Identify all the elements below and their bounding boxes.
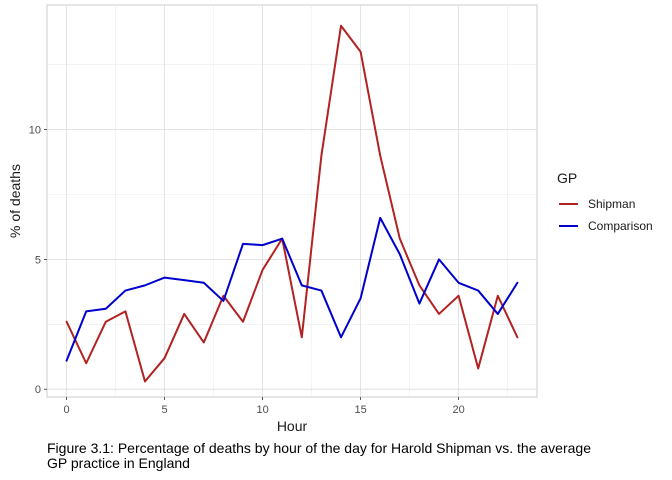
series-line-comparison xyxy=(65,216,519,362)
x-axis-title: Hour xyxy=(277,418,308,434)
series-line-shipman xyxy=(65,24,519,383)
axis-ticks: 0 5 10 15 20 0 5 10 xyxy=(29,125,465,416)
panel-background xyxy=(46,4,538,398)
legend: GP Shipman Comparison xyxy=(557,170,653,233)
y-tick-label: 0 xyxy=(35,384,41,396)
figure-caption: Figure 3.1: Percentage of deaths by hour… xyxy=(47,440,591,471)
y-tick-label: 5 xyxy=(35,254,41,266)
x-tick-label: 5 xyxy=(162,404,168,416)
series-lines xyxy=(65,24,519,383)
x-tick-label: 20 xyxy=(452,404,464,416)
line-chart: 0 5 10 15 20 0 5 10 Hour % of deaths GP Shipman… xyxy=(7,4,653,434)
legend-label-comparison: Comparison xyxy=(588,219,653,233)
legend-title: GP xyxy=(557,170,577,186)
legend-label-shipman: Shipman xyxy=(588,197,635,211)
x-tick-label: 15 xyxy=(354,404,366,416)
y-axis-title: % of deaths xyxy=(7,164,23,238)
x-tick-label: 0 xyxy=(64,404,70,416)
x-tick-label: 10 xyxy=(256,404,268,416)
y-tick-label: 10 xyxy=(29,125,41,137)
